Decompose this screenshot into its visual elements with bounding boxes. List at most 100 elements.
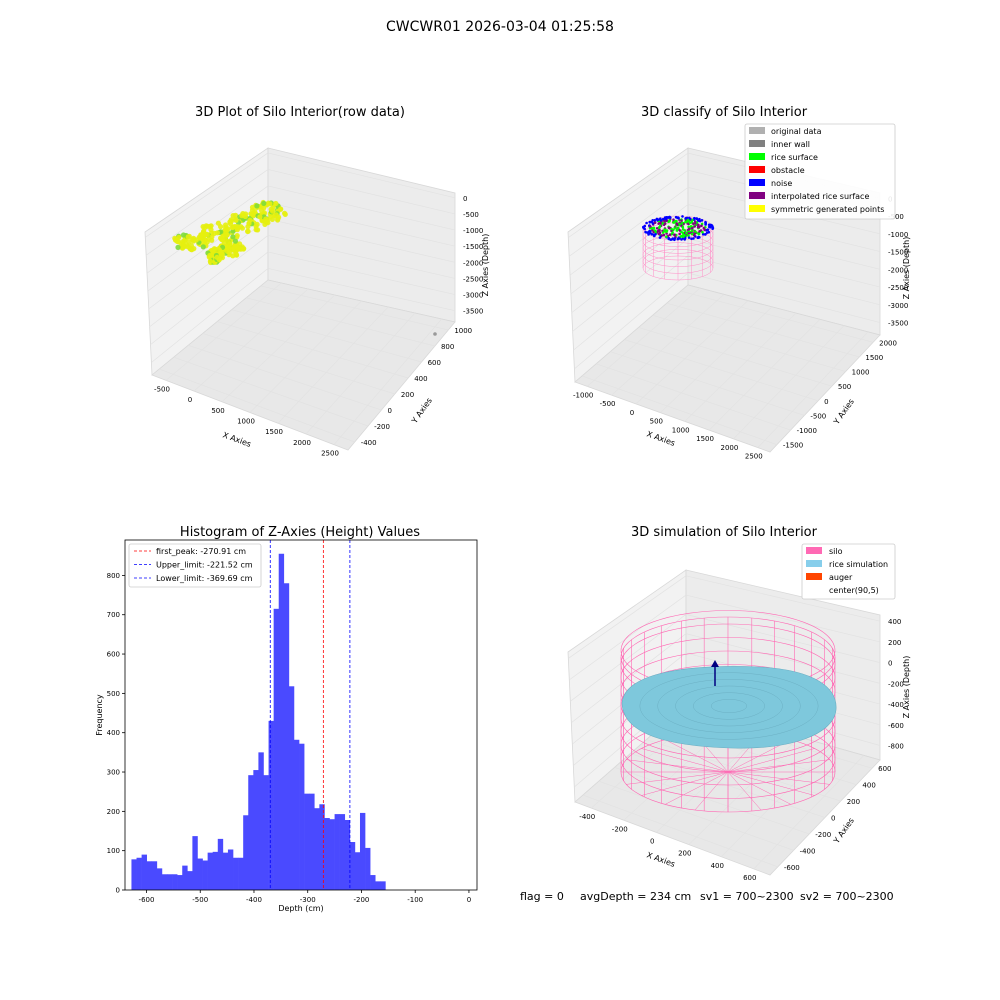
histogram-bar xyxy=(227,849,234,890)
legend-label: auger xyxy=(829,573,853,582)
raw-point xyxy=(220,233,226,239)
x-tick-label: -500 xyxy=(154,385,170,393)
raw-point xyxy=(212,247,218,253)
histogram-bar xyxy=(329,819,335,890)
classified-point xyxy=(680,219,683,222)
y-tick-label: 200 xyxy=(401,391,414,399)
x-tick-label: -1000 xyxy=(573,391,593,399)
y-grid-line xyxy=(680,290,874,343)
raw-point xyxy=(234,224,241,230)
x-grid-line xyxy=(611,294,725,396)
classified-point xyxy=(642,226,645,230)
histogram-bar xyxy=(288,686,295,890)
raw-point xyxy=(205,223,211,229)
y-tick-label: 400 xyxy=(414,375,427,383)
classified-point xyxy=(677,216,680,220)
z-grid-line xyxy=(568,152,689,238)
silo-floor-spoke xyxy=(727,748,815,773)
classified-point xyxy=(696,236,700,240)
histogram-bar xyxy=(253,770,259,890)
classified-point xyxy=(663,217,667,220)
z-grid-line xyxy=(687,204,881,252)
y-grid-line xyxy=(202,333,395,395)
histogram-bar xyxy=(131,859,137,890)
classified-point xyxy=(687,236,691,239)
raw-point xyxy=(180,232,187,238)
raw-point xyxy=(230,213,236,219)
y-tick-label: 2000 xyxy=(879,339,897,347)
classified-point xyxy=(665,235,668,238)
histogram-bar xyxy=(177,875,183,890)
legend-label: first_peak: -270.91 cm xyxy=(156,547,246,556)
raw-point xyxy=(175,244,181,250)
raw-point xyxy=(232,238,238,244)
panel2-legend: original data inner wall rice surface obsta… xyxy=(744,123,896,220)
z-grid-line xyxy=(687,238,881,288)
x-grid-line xyxy=(757,331,869,448)
classified-point xyxy=(694,222,697,225)
histogram-bar xyxy=(278,553,285,890)
z-grid-line xyxy=(571,633,687,723)
classified-point xyxy=(663,219,666,223)
raw-point xyxy=(214,230,220,236)
x-tick-label: 600 xyxy=(743,874,756,882)
z-grid-line xyxy=(568,169,689,257)
legend-swatch xyxy=(749,127,765,134)
raw-point xyxy=(206,236,212,242)
histogram-bar xyxy=(283,583,290,890)
histogram-bars xyxy=(131,553,386,890)
z-tick-label: -3500 xyxy=(888,320,908,328)
raw-point xyxy=(180,241,186,247)
x-tick-label: 500 xyxy=(211,407,224,415)
x-tick-label: 0 xyxy=(650,837,654,845)
silo-floor-spoke xyxy=(626,771,729,785)
classified-point xyxy=(685,231,688,235)
x-tick-label: 0 xyxy=(467,896,471,904)
raw-point xyxy=(261,210,267,216)
raw-point xyxy=(230,234,236,240)
histogram-bar xyxy=(187,871,193,890)
raw-point xyxy=(208,227,214,233)
z-grid-line xyxy=(573,255,689,351)
classified-point xyxy=(673,237,676,240)
panel4-xlabel: X Axies xyxy=(645,850,676,869)
rice-mesh-line xyxy=(693,692,765,720)
classified-point xyxy=(681,215,684,218)
x-grid-line xyxy=(277,306,389,424)
raw-point xyxy=(204,231,210,237)
classified-point xyxy=(687,225,690,229)
raw-point xyxy=(207,258,213,264)
histogram-bar xyxy=(339,814,346,890)
z-grid-line xyxy=(685,594,881,643)
classified-point xyxy=(704,233,707,236)
y-tick-label: 500 xyxy=(838,383,851,391)
z-grid-line xyxy=(574,272,689,370)
y-grid-line xyxy=(246,297,436,347)
z-tick-label: -1500 xyxy=(888,249,908,257)
y-tick-label: -200 xyxy=(374,423,390,431)
classified-point xyxy=(655,217,659,221)
z-tick-label: -500 xyxy=(463,211,479,219)
silo-floor-spoke xyxy=(641,748,729,773)
classified-point xyxy=(660,234,664,237)
z-grid-line xyxy=(267,268,456,312)
x-tick-label: -500 xyxy=(600,400,616,408)
y-tick-label: 500 xyxy=(107,690,120,698)
legend-swatch xyxy=(806,573,822,580)
raw-point xyxy=(232,216,239,222)
classified-point xyxy=(701,233,705,236)
panel3-frame xyxy=(124,539,478,891)
y-tick-label: -400 xyxy=(800,847,816,855)
y-tick-label: 0 xyxy=(116,887,120,895)
legend-swatch xyxy=(806,560,822,567)
classified-point xyxy=(654,233,657,236)
classified-point xyxy=(648,220,652,224)
y-tick-label: 400 xyxy=(107,729,120,737)
x-grid-line xyxy=(586,287,701,387)
panel4-legend: silo rice simulation auger center(90,5) xyxy=(801,543,896,600)
classified-point xyxy=(686,218,690,222)
histogram-reference-lines xyxy=(269,540,351,890)
y-tick-label: 1000 xyxy=(454,327,472,335)
x-grid-line xyxy=(305,312,416,435)
